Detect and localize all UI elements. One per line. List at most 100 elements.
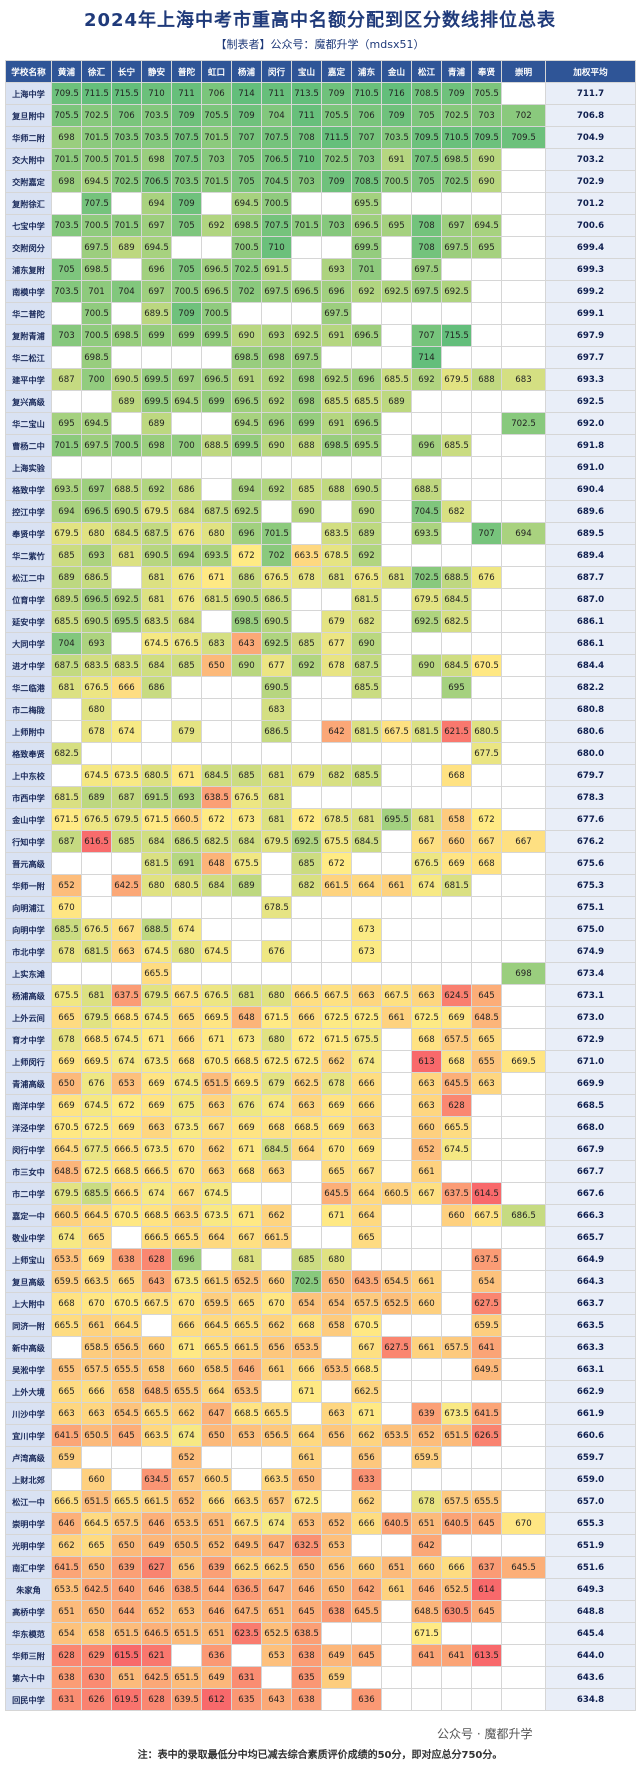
score-cell: 667 [411, 1182, 442, 1205]
score-cell [321, 676, 352, 699]
weighted-average: 687.7 [545, 566, 636, 589]
score-cell: 671 [351, 1402, 382, 1425]
score-cell [471, 324, 502, 347]
score-cell [411, 192, 442, 215]
score-cell [471, 280, 502, 303]
score-cell: 667 [111, 918, 142, 941]
score-cell: 668 [411, 1028, 442, 1051]
score-cell [51, 962, 82, 985]
score-cell: 667 [501, 830, 546, 853]
score-cell: 709 [321, 170, 352, 193]
score-cell: 714 [231, 82, 262, 105]
score-cell: 707 [411, 324, 442, 347]
score-cell: 700 [171, 434, 202, 457]
score-cell: 671 [141, 1028, 172, 1051]
score-cell: 663 [411, 1094, 442, 1117]
score-cell [471, 478, 502, 501]
score-cell: 680 [171, 940, 202, 963]
score-cell: 656.5 [261, 1424, 292, 1447]
score-cell [501, 1072, 546, 1095]
school-name: 第六十中 [5, 1666, 52, 1689]
school-name: 市西中学 [5, 786, 52, 809]
score-cell: 661.5 [261, 1226, 292, 1249]
score-cell: 695.5 [351, 192, 382, 215]
score-cell: 645.5 [351, 1600, 382, 1623]
score-cell [471, 192, 502, 215]
score-cell: 643 [141, 1270, 172, 1293]
score-cell [441, 632, 472, 655]
score-cell: 707.5 [411, 148, 442, 171]
score-cell: 654.5 [111, 1402, 142, 1425]
score-cell [501, 1380, 546, 1403]
table-row: 复兴高级 689 699.5 694.5 699 696.5 692 698 685.5 685.… [5, 390, 636, 413]
score-cell: 690 [231, 654, 262, 677]
score-cell: 665.5 [171, 1226, 202, 1249]
score-cell: 650.5 [171, 1534, 202, 1557]
score-cell [441, 1358, 472, 1381]
score-cell [321, 786, 352, 809]
score-cell: 691.5 [261, 258, 292, 281]
score-cell: 694 [141, 192, 172, 215]
score-cell [381, 324, 412, 347]
weighted-average: 673.4 [545, 962, 636, 985]
score-cell: 703.5 [141, 126, 172, 149]
weighted-average: 702.9 [545, 170, 636, 193]
score-cell: 699.5 [201, 324, 232, 347]
score-cell: 661 [381, 1006, 412, 1029]
score-cell: 696 [411, 434, 442, 457]
weighted-average: 692.5 [545, 390, 636, 413]
score-cell: 672.5 [321, 1006, 352, 1029]
score-cell: 698 [501, 962, 546, 985]
score-cell: 697.5 [411, 258, 442, 281]
score-cell: 658 [81, 1622, 112, 1645]
weighted-average: 689.5 [545, 522, 636, 545]
score-cell: 702 [231, 280, 262, 303]
score-cell: 706.5 [261, 148, 292, 171]
weighted-average: 675.3 [545, 874, 636, 897]
score-cell: 667.5 [381, 720, 412, 743]
score-cell [411, 456, 442, 479]
score-cell: 666 [351, 1512, 382, 1535]
column-header: 青浦 [441, 60, 472, 83]
score-cell: 670 [261, 1292, 292, 1315]
score-cell: 658 [441, 808, 472, 831]
score-cell: 652.5 [231, 1270, 262, 1293]
school-name: 杨浦高级 [5, 984, 52, 1007]
score-cell: 657.5 [81, 1358, 112, 1381]
score-cell: 711.5 [321, 126, 352, 149]
score-cell [201, 1248, 232, 1271]
score-cell: 660 [171, 1358, 202, 1381]
score-cell: 651.5 [201, 1072, 232, 1095]
score-cell: 652 [171, 1446, 202, 1469]
score-cell [471, 1446, 502, 1469]
score-cell: 705 [231, 170, 262, 193]
score-cell [51, 720, 82, 743]
score-cell [471, 302, 502, 325]
score-cell: 676 [171, 588, 202, 611]
score-cell: 699 [141, 324, 172, 347]
score-cell: 660 [411, 1556, 442, 1579]
score-cell [501, 632, 546, 655]
score-cell: 665 [81, 1226, 112, 1249]
score-cell: 692.5 [111, 588, 142, 611]
table-row: 嘉定一中 660.5 664.5 670.5 668.5 663.5 673.5 671 662… [5, 1204, 636, 1227]
school-name: 延安中学 [5, 610, 52, 633]
score-cell: 698.5 [231, 610, 262, 633]
score-cell: 676 [231, 1094, 262, 1117]
score-cell [501, 1006, 546, 1029]
score-cell: 697.5 [411, 280, 442, 303]
weighted-average: 675.1 [545, 896, 636, 919]
score-cell: 702 [501, 104, 546, 127]
score-cell: 661 [381, 1578, 412, 1601]
score-cell: 650 [81, 1556, 112, 1579]
score-cell: 715.5 [441, 324, 472, 347]
table-row: 宜川中学 641.5 650.5 645 663.5 674 650 653 656.5 664 6… [5, 1424, 636, 1447]
score-cell: 674 [261, 1094, 292, 1117]
score-cell: 667.5 [381, 984, 412, 1007]
score-cell [261, 1248, 292, 1271]
table-row: 金山中学 671.5 676.5 679.5 671.5 660.5 672 673 681 67… [5, 808, 636, 831]
score-cell: 663.5 [291, 544, 322, 567]
score-cell: 702.5 [291, 1270, 322, 1293]
school-name: 川沙中学 [5, 1402, 52, 1425]
